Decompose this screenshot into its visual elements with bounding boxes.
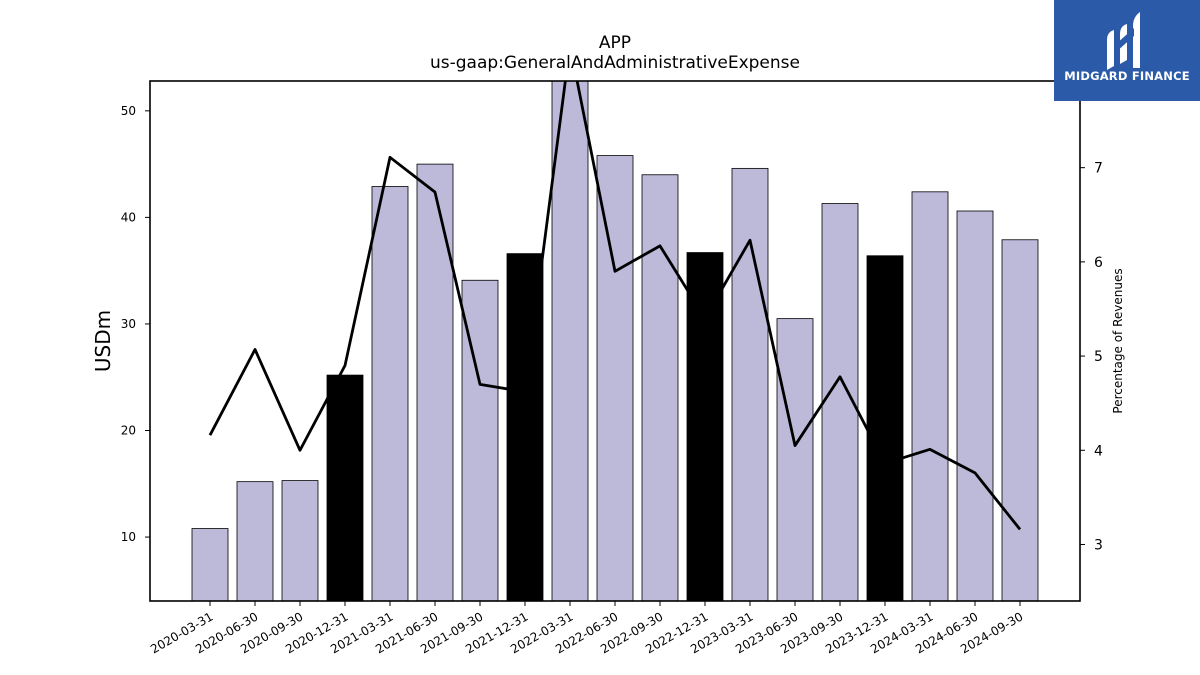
y2-axis-label: Percentage of Revenues bbox=[1111, 268, 1125, 413]
y2-tick-label: 5 bbox=[1094, 349, 1103, 365]
y-axis-label: USDm bbox=[91, 310, 115, 372]
y2-tick-label: 7 bbox=[1094, 161, 1103, 177]
bar-2023-12-31 bbox=[866, 255, 904, 601]
y-tick-label: 30 bbox=[121, 317, 136, 331]
bar-2020-06-30 bbox=[236, 481, 274, 601]
chart-title: APP bbox=[599, 33, 631, 53]
bar-2023-03-31 bbox=[731, 167, 769, 601]
bar-2021-03-31 bbox=[371, 186, 409, 601]
plot-area bbox=[191, 81, 1039, 601]
revenue-percentage-line bbox=[208, 81, 1022, 531]
bar-2020-09-30 bbox=[281, 480, 319, 601]
y-tick-label: 40 bbox=[121, 210, 136, 224]
y2-tick-label: 3 bbox=[1094, 537, 1103, 553]
y-tick-label: 20 bbox=[121, 424, 136, 438]
bar-2022-03-31 bbox=[551, 81, 589, 601]
bar-2024-09-30 bbox=[1001, 239, 1039, 601]
y-tick-label: 50 bbox=[121, 104, 136, 118]
brand-logo: MIDGARD FINANCE bbox=[1054, 0, 1200, 101]
bar-2021-06-30 bbox=[416, 163, 454, 601]
bar-2022-06-30 bbox=[596, 155, 634, 601]
bar-2024-06-30 bbox=[956, 210, 994, 601]
bar-2020-12-31 bbox=[326, 374, 364, 601]
logo-mark-icon bbox=[1107, 12, 1140, 70]
bar-2023-06-30 bbox=[776, 318, 814, 601]
bar-2021-12-31 bbox=[506, 253, 544, 601]
chart-subtitle: us-gaap:GeneralAndAdministrativeExpense bbox=[430, 53, 800, 73]
logo-text: MIDGARD FINANCE bbox=[1064, 69, 1190, 83]
bar-2024-03-31 bbox=[911, 191, 949, 601]
y2-tick-label: 6 bbox=[1094, 255, 1103, 271]
bar-2022-09-30 bbox=[641, 174, 679, 601]
bar-2020-03-31 bbox=[191, 528, 229, 601]
bar-2022-12-31 bbox=[686, 252, 724, 601]
y2-tick-label: 4 bbox=[1094, 443, 1103, 459]
y-tick-label: 10 bbox=[121, 530, 136, 544]
